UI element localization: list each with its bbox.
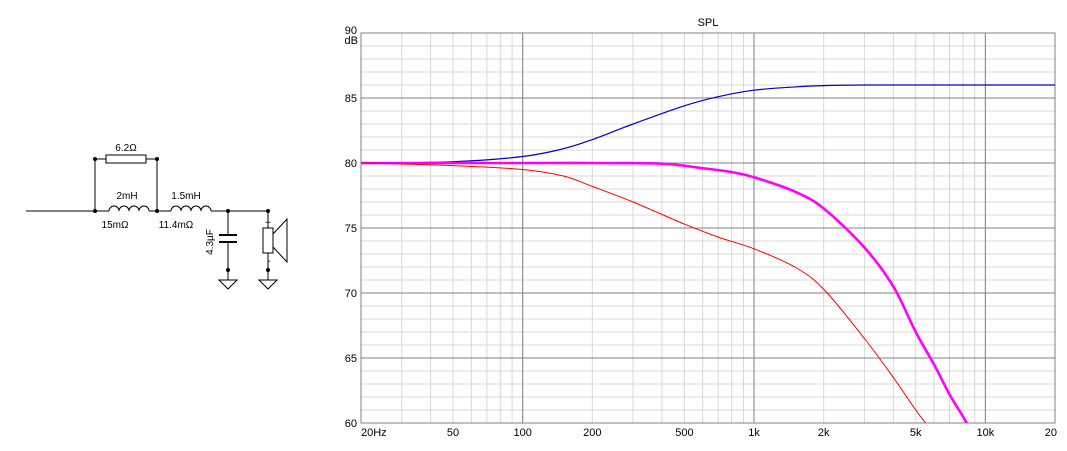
- l2-dcr-label: 11.4mΩ: [159, 220, 194, 231]
- l1-value-label: 2mH: [116, 191, 137, 202]
- inductor-l2: [170, 205, 212, 212]
- x-tick-label: 50: [447, 427, 459, 439]
- chart-title: SPL: [698, 17, 719, 29]
- series-line-1: [361, 84, 1055, 164]
- y-tick-label: 85: [345, 93, 357, 105]
- speaker-plus-label: +: [265, 218, 271, 229]
- series-line-2: [361, 161, 969, 423]
- y-tick-labels: 60 65 70 75 80 85 90: [345, 25, 357, 430]
- y-tick-label: 65: [345, 353, 357, 365]
- x-tick-label: 2k: [818, 427, 830, 439]
- l1-dcr-label: 15mΩ: [102, 220, 129, 231]
- x-tick-label: 100: [514, 427, 532, 439]
- series-line-3: [361, 162, 927, 423]
- y-axis-unit: dB: [345, 35, 358, 47]
- y-tick-label: 60: [345, 418, 357, 430]
- major-grid: [361, 32, 1055, 424]
- x-tick-label: 10k: [976, 427, 994, 439]
- l2-value-label: 1.5mH: [171, 191, 200, 202]
- x-tick-label: 5k: [910, 427, 922, 439]
- y-tick-label: 80: [345, 158, 357, 170]
- c1-value-label: 4.3µF: [205, 229, 216, 255]
- plot-border: [360, 32, 1056, 424]
- inductor-l1: [108, 205, 150, 212]
- crossover-schematic: 6.2Ω 2mH 15mΩ 1.5mH 11.4mΩ 4.3µF + -: [26, 143, 288, 290]
- y-tick-label: 90: [345, 25, 357, 37]
- x-tick-label: 200: [583, 427, 601, 439]
- resistor-label: 6.2Ω: [115, 143, 137, 154]
- x-tick-label: 500: [675, 427, 693, 439]
- speaker-minus-label: -: [267, 256, 270, 267]
- x-tick-label: 1k: [748, 427, 760, 439]
- x-tick-label: 20: [1045, 427, 1057, 439]
- y-tick-label: 75: [345, 223, 357, 235]
- x-tick-label: 20Hz: [361, 427, 387, 439]
- curves: [361, 84, 1055, 423]
- y-tick-label: 70: [345, 288, 357, 300]
- x-tick-labels: 20Hz 50 100 200 500 1k 2k 5k 10k 20: [361, 427, 1057, 439]
